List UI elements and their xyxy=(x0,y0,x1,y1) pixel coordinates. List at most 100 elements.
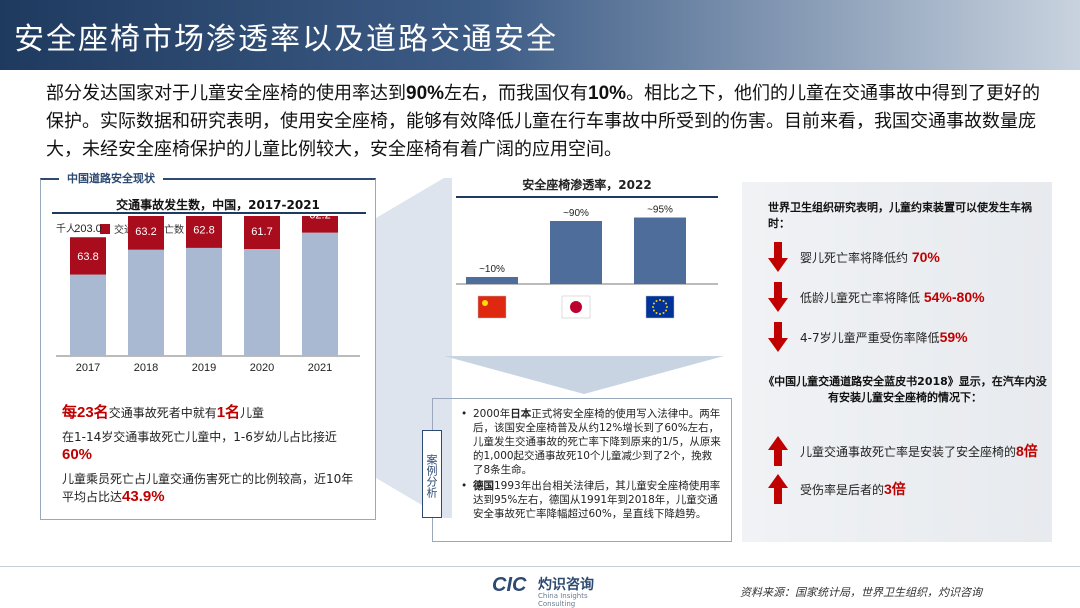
flag-sun-日本 xyxy=(570,301,582,313)
book-item-2-value: 3倍 xyxy=(884,481,906,497)
intro-paragraph: 部分发达国家对于儿童安全座椅的使用率达到90%左右，而我国仅有10%。相比之下，… xyxy=(46,80,1046,164)
x-tick-2021: 2021 xyxy=(308,362,332,374)
stat-line-3: 儿童乘员死亡占儿童交通伤害死亡的比例较高，近10年平均占比达43.9% xyxy=(62,470,362,506)
flag-star-中国 xyxy=(482,300,488,306)
case-2-country: 德国 xyxy=(473,480,494,492)
stat-line-2: 在1-14岁交通事故死亡儿童中，1-6岁幼儿占比接近 60% xyxy=(62,428,362,464)
bar-deaths-2017 xyxy=(70,237,106,275)
x-tick-2017: 2017 xyxy=(76,362,100,374)
who-item-2-text: 低龄儿童死亡率将降低 xyxy=(800,290,921,305)
up-arrow-icon xyxy=(768,436,788,466)
accident-chart-title: 交通事故发生数，中国，2017-2021 xyxy=(116,198,320,212)
bar-deaths-2021 xyxy=(302,216,338,233)
label-deaths-2021: 62.2 xyxy=(309,216,330,221)
stat-3-text: 儿童乘员死亡占儿童交通伤害死亡的比例较高，近10年平均占比达 xyxy=(62,472,354,504)
who-item-3: 4-7岁儿童严重受伤率降低59% xyxy=(768,320,968,354)
who-item-1: 婴儿死亡率将降低约 70% xyxy=(768,240,940,274)
logo-en-text: China Insights Consulting xyxy=(538,592,588,608)
intro-value-2: 10% xyxy=(588,83,627,104)
book-item-2-label: 受伤率是后者的3倍 xyxy=(800,479,906,499)
flag-star-欧盟 xyxy=(652,309,655,312)
flag-中国 xyxy=(477,295,507,319)
flag-star-欧盟 xyxy=(655,312,658,315)
pen-label-欧盟: ~95% xyxy=(647,205,673,216)
case-analysis-box: 2000年日本正式将安全座椅的使用写入法律中。两年后，该国安全座椅普及从约12%… xyxy=(432,398,732,542)
flag-star-欧盟 xyxy=(659,313,661,315)
bar-deaths-2018 xyxy=(128,216,164,250)
who-item-1-text: 婴儿死亡率将降低约 xyxy=(800,250,909,265)
intro-text-3: 。相比之下，他们的儿童在交通事故中得到了更好的保护。实际数据和研究表明，使用安全… xyxy=(46,83,1041,160)
x-tick-2018: 2018 xyxy=(134,362,158,374)
stat-2-value: 60% xyxy=(62,446,93,463)
flag-star-欧盟 xyxy=(655,299,658,302)
label-deaths-2019: 62.8 xyxy=(193,225,214,237)
pen-bar-欧盟 xyxy=(634,217,686,284)
footer-divider xyxy=(0,566,1080,567)
header-bar: 安全座椅市场渗透率以及道路交通安全 xyxy=(0,0,1080,70)
accident-bar-chart: 千人交通事故死亡数63.8203.0201763.2244.9201862.82… xyxy=(56,216,360,374)
flag-star-欧盟 xyxy=(666,306,668,308)
who-item-2-value: 54%-80% xyxy=(923,288,985,305)
intro-value-1: 90% xyxy=(406,83,445,104)
up-arrow-icon xyxy=(768,474,788,504)
stat-1-text: 交通事故死者中就有 xyxy=(108,406,217,420)
who-research-panel xyxy=(742,182,1052,542)
bar-deaths-2020 xyxy=(244,216,280,250)
down-triangle xyxy=(444,356,724,394)
book-item-2: 受伤率是后者的3倍 xyxy=(768,472,906,506)
case-analysis-label: 案例分析 xyxy=(422,430,442,518)
stat-line-1: 每23名交通事故死者中就有1名儿童 xyxy=(62,402,362,424)
bar-base-2018 xyxy=(128,249,164,356)
bar-base-2020 xyxy=(244,249,280,356)
down-arrow-icon xyxy=(768,322,788,352)
case-1-country: 日本 xyxy=(510,408,532,420)
case-item-japan: 2000年日本正式将安全座椅的使用写入法律中。两年后，该国安全座椅普及从约12%… xyxy=(461,407,721,477)
stat-3-value: 43.9% xyxy=(122,488,165,505)
who-item-1-value: 70% xyxy=(911,248,940,265)
cic-logo: CIC 灼识咨询 China Insights Consulting xyxy=(492,574,622,608)
bar-deaths-2019 xyxy=(186,216,222,248)
stat-1-value-b: 1名 xyxy=(216,404,241,421)
book-item-2-text: 受伤率是后者的 xyxy=(800,483,885,497)
penetration-chart-title: 安全座椅渗透率，2022 xyxy=(522,178,652,192)
who-title: 世界卫生组织研究表明，儿童约束装置可以使发生车祸时： xyxy=(768,201,1032,230)
bar-base-2019 xyxy=(186,247,222,356)
pen-bar-日本 xyxy=(550,221,602,284)
logo-cn-text: 灼识咨询 xyxy=(538,577,594,593)
case-1-year: 2000年 xyxy=(473,408,511,420)
who-item-3-value: 59% xyxy=(939,328,968,345)
panel-tag: 中国道路安全现状 xyxy=(59,170,163,186)
down-arrow-icon xyxy=(768,242,788,272)
flag-star-欧盟 xyxy=(662,299,665,302)
penetration-bar-chart: ~10% ~90% ~95% xyxy=(456,205,718,319)
intro-text-2: 左右，而我国仅有 xyxy=(444,83,589,104)
book-item-1-value: 8倍 xyxy=(1016,443,1038,459)
who-item-3-label: 4-7岁儿童严重受伤率降低59% xyxy=(800,329,968,346)
pen-bar-中国 xyxy=(466,277,518,284)
book-item-1: 儿童交通事故死亡率是安装了安全座椅的8倍 xyxy=(768,434,1038,468)
pen-label-中国: ~10% xyxy=(479,264,505,275)
flag-star-欧盟 xyxy=(665,302,668,305)
flag-star-欧盟 xyxy=(652,306,654,308)
flag-star-欧盟 xyxy=(659,299,661,301)
label-deaths-2017: 63.8 xyxy=(77,251,98,263)
accident-chart-title-line xyxy=(52,212,366,214)
unit-label: 千人 xyxy=(56,223,76,235)
book-item-1-label: 儿童交通事故死亡率是安装了安全座椅的8倍 xyxy=(800,441,1038,461)
bluebook-title: 《中国儿童交通道路安全蓝皮书2018》显示，在汽车内没有安装儿童安全座椅的情况下… xyxy=(763,375,1047,404)
x-tick-2020: 2020 xyxy=(250,362,274,374)
bar-base-2021 xyxy=(302,232,338,356)
stat-1-post: 儿童 xyxy=(240,406,265,420)
source-note: 资料来源：国家统计局，世界卫生组织，灼识咨询 xyxy=(740,586,982,599)
legend-swatch-deaths xyxy=(100,224,110,234)
who-item-1-label: 婴儿死亡率将降低约 70% xyxy=(800,249,940,266)
pen-label-日本: ~90% xyxy=(563,208,589,219)
left-stats: 每23名交通事故死者中就有1名儿童 在1-14岁交通事故死亡儿童中，1-6岁幼儿… xyxy=(62,402,362,506)
label-deaths-2020: 61.7 xyxy=(251,226,272,238)
flag-star-欧盟 xyxy=(665,309,668,312)
who-item-3-text: 4-7岁儿童严重受伤率降低 xyxy=(800,330,940,345)
who-item-2-label: 低龄儿童死亡率将降低 54%-80% xyxy=(800,289,985,306)
book-item-1-text: 儿童交通事故死亡率是安装了安全座椅的 xyxy=(800,445,1017,459)
flag-欧盟 xyxy=(645,295,675,319)
flag-star-欧盟 xyxy=(662,312,665,315)
